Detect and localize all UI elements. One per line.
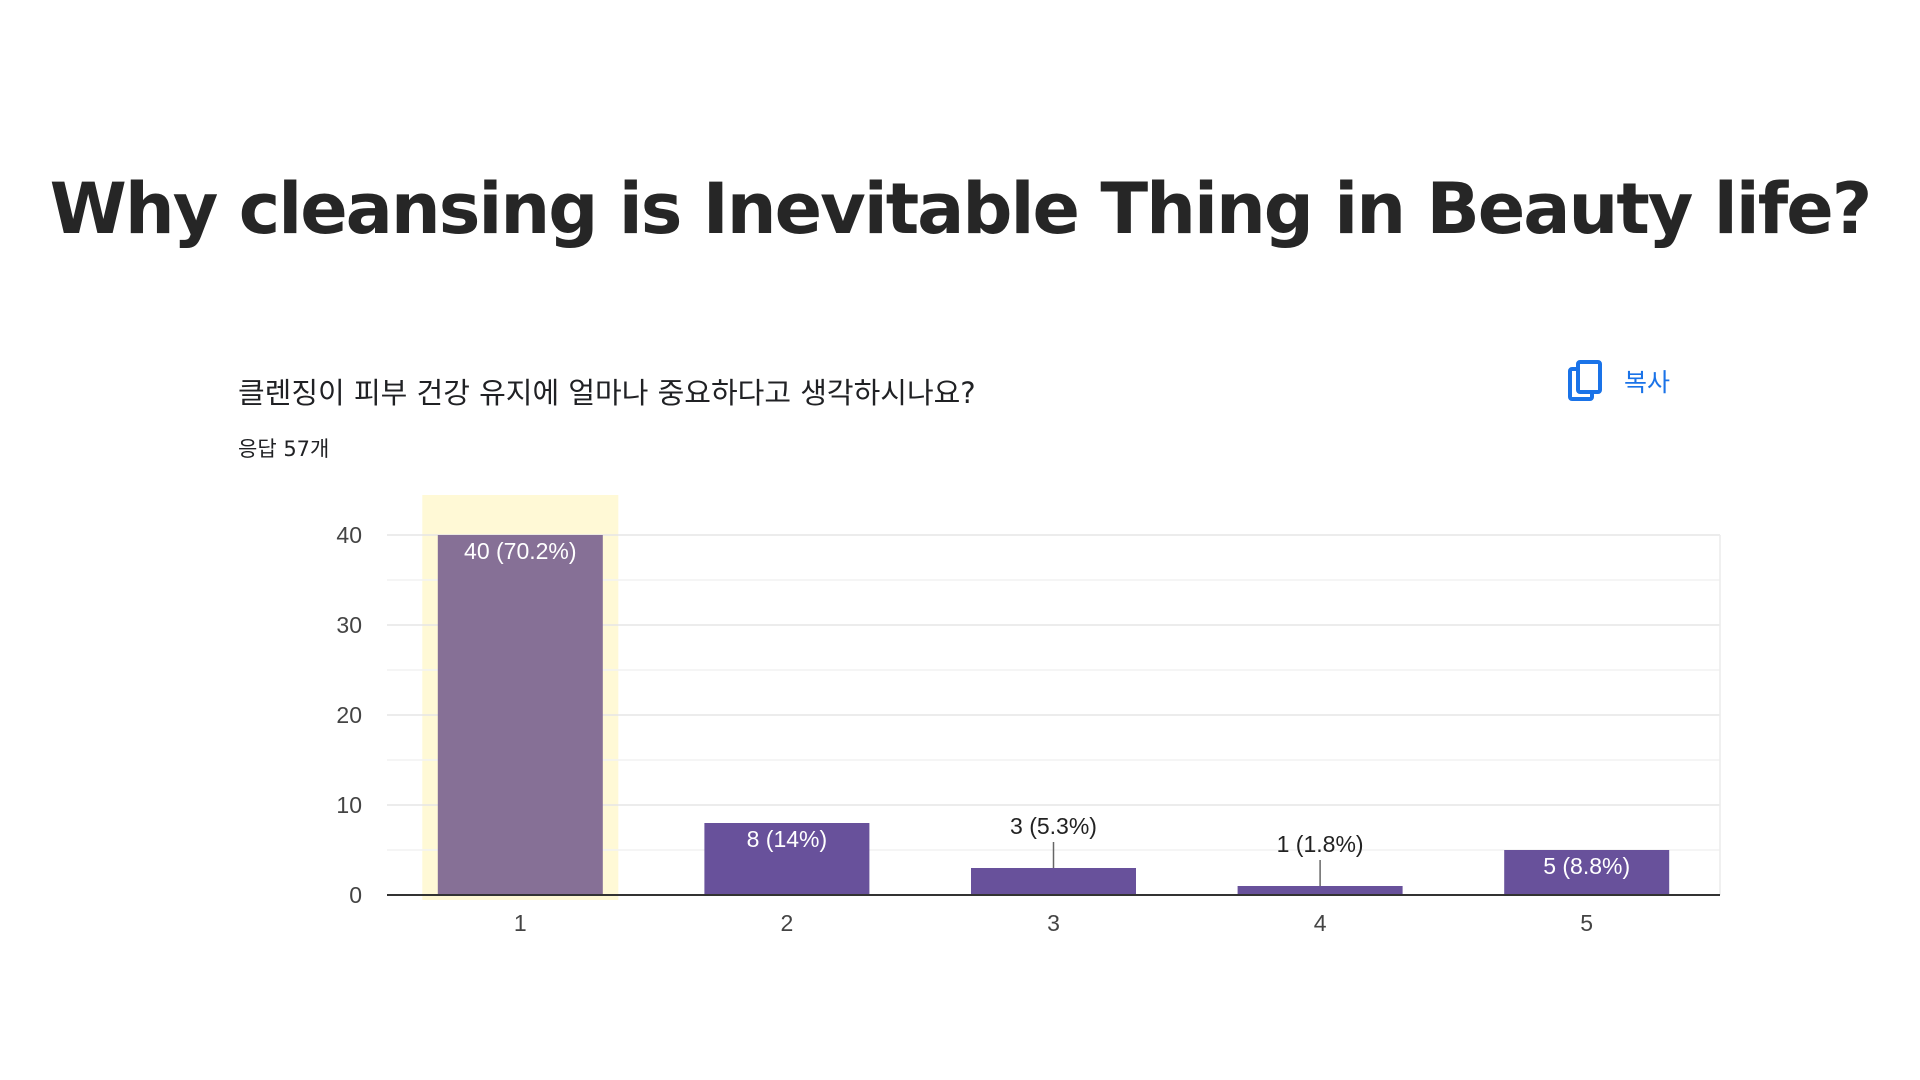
data-label-3: 3 (5.3%) [1010,813,1097,839]
data-label-2: 8 (14%) [747,826,828,852]
data-label-4: 1 (1.8%) [1277,831,1364,857]
x-tick-label: 4 [1314,910,1327,936]
bar-5 [1504,850,1670,895]
y-tick-label: 40 [336,522,362,548]
bar-3 [971,868,1136,895]
copy-button[interactable]: 복사 [1568,360,1670,402]
question-title: 클렌징이 피부 건강 유지에 얼마나 중요하다고 생각하시나요? [238,376,976,410]
data-label-5: 5 (8.8%) [1543,853,1630,879]
bar-4 [1237,886,1403,895]
data-label-1: 40 (70.2%) [464,538,577,564]
response-count: 응답 57개 [238,437,330,461]
copy-icon [1568,360,1602,401]
slide-title: Why cleansing is Inevitable Thing in Bea… [49,168,1873,250]
x-tick-label: 1 [514,910,527,936]
y-tick-label: 0 [349,882,362,908]
y-tick-label: 10 [336,792,362,818]
y-tick-label: 30 [336,612,362,638]
bar-1 [437,535,603,895]
bar-2 [704,823,870,895]
copy-label: 복사 [1624,368,1671,397]
x-tick-label: 3 [1047,910,1060,936]
y-tick-label: 20 [336,702,362,728]
x-tick-label: 5 [1580,910,1593,936]
x-tick-label: 2 [781,910,794,936]
